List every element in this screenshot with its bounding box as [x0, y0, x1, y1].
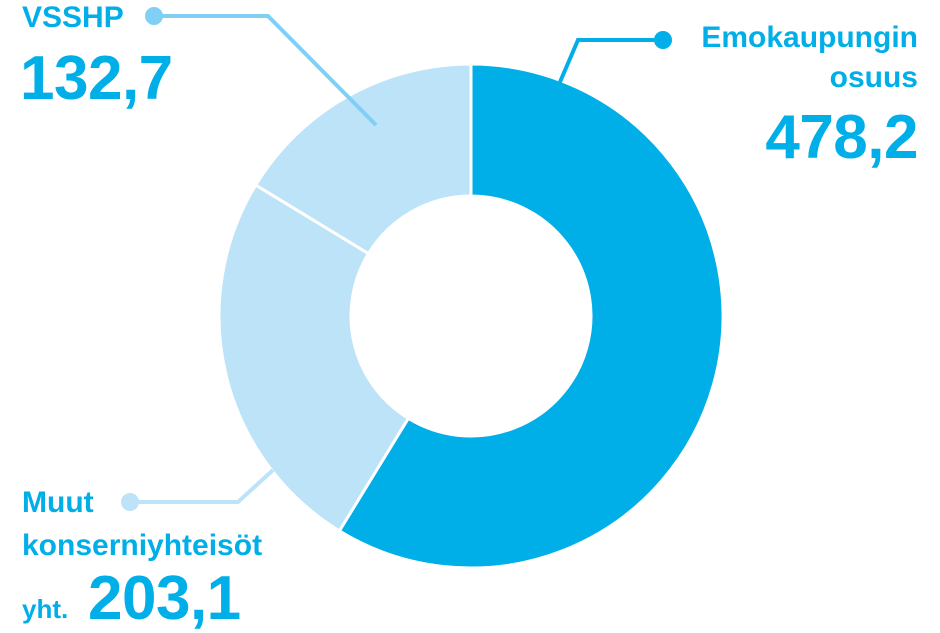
slice-label-muut-line2: konserniyhteisöt — [22, 529, 263, 562]
leader-dot-vsshp — [145, 7, 163, 25]
slice-label-emokaupunki-line1: Emokaupungin — [701, 21, 918, 54]
slice-label-vsshp: VSSHP — [22, 1, 124, 34]
leader-dot-muut — [121, 493, 139, 511]
slice-muut — [217, 182, 411, 533]
slice-label-muut-line1: Muut — [22, 486, 94, 519]
donut-slices — [217, 62, 725, 570]
leader-dot-emokaupunki — [654, 31, 672, 49]
slice-value-emokaupunki: 478,2 — [765, 103, 918, 172]
leader-lines — [121, 7, 672, 511]
leader-line-emokaupunki — [558, 38, 663, 83]
leader-line-muut — [130, 468, 275, 504]
slice-label-emokaupunki-line2: osuus — [829, 61, 918, 94]
slice-emokaupunki — [337, 62, 725, 570]
slice-vsshp — [253, 62, 473, 256]
leader-line-vsshp — [154, 14, 378, 127]
slice-prefix-muut: yht. — [22, 594, 69, 624]
slice-value-vsshp: 132,7 — [20, 44, 173, 113]
slice-value-muut: 203,1 — [88, 564, 241, 633]
